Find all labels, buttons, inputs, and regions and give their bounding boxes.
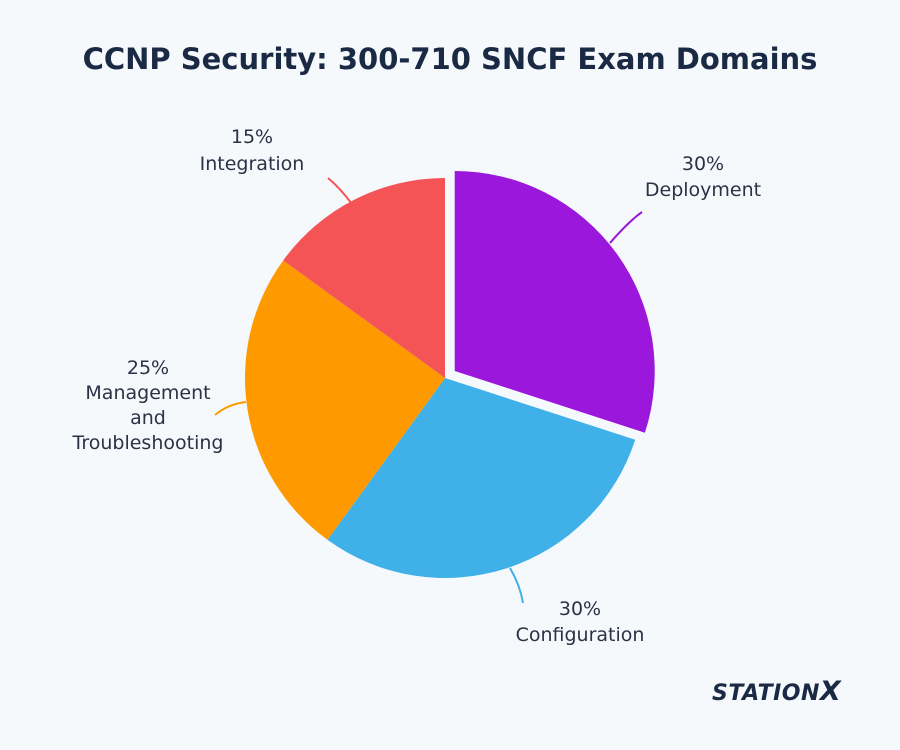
slice-label: 30% Configuration: [516, 598, 645, 646]
stationx-logo: STATIONX: [712, 676, 842, 707]
leader-line: [327, 177, 353, 205]
chart-title: CCNP Security: 300-710 SNCF Exam Domains: [82, 42, 818, 76]
leader-line: [509, 567, 524, 604]
slice-label: 15% Integration: [200, 126, 305, 175]
pie-slice-integration: [283, 178, 445, 378]
pie-slice-configuration: [327, 378, 636, 578]
slice-label: 25% Management and Troubleshooting: [72, 357, 224, 454]
leader-line: [214, 401, 247, 416]
leader-line: [609, 211, 643, 244]
slice-label: 30% Deployment: [645, 153, 761, 201]
pie-slice-deployment: [454, 170, 655, 433]
pie-slice-management-and-troubleshooting: [245, 260, 445, 540]
